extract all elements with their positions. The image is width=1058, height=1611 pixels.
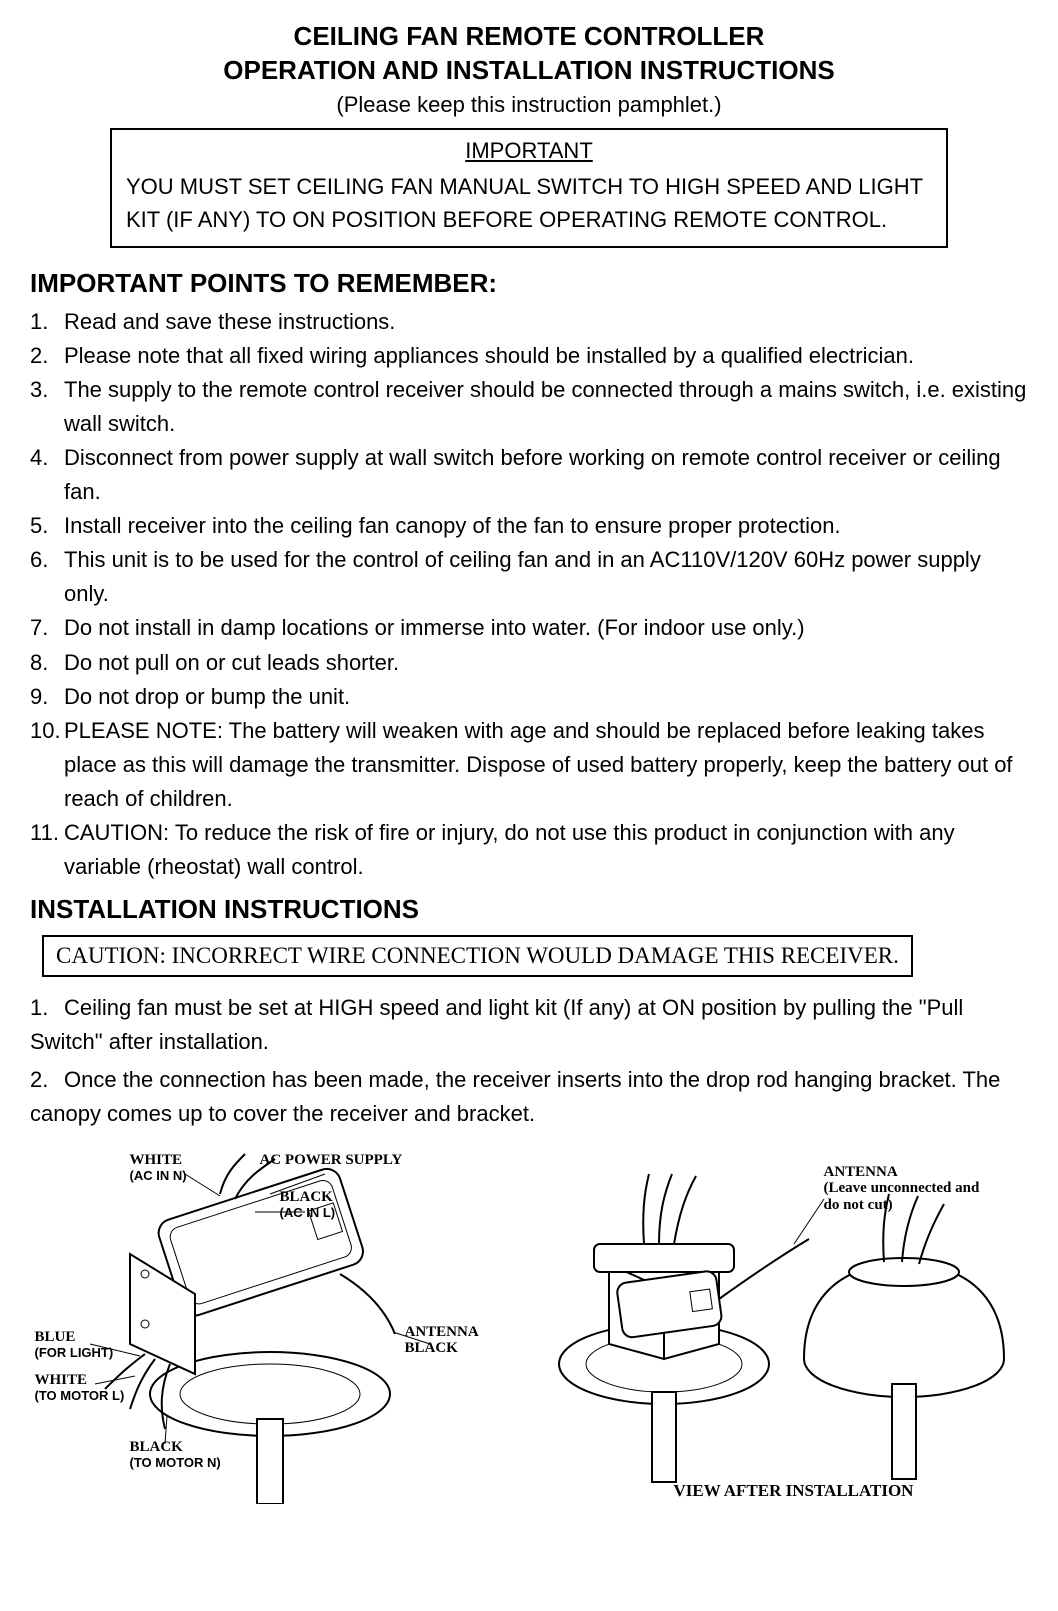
label-sub: (TO MOTOR L) (35, 1388, 125, 1403)
list-item: 8.Do not pull on or cut leads shorter. (30, 646, 1028, 680)
item-text: This unit is to be used for the control … (64, 543, 1028, 611)
label-blue-light: BLUE (FOR LIGHT) (35, 1329, 114, 1362)
label-text: ANTENNA (405, 1324, 479, 1340)
important-box: IMPORTANT YOU MUST SET CEILING FAN MANUA… (110, 128, 948, 248)
item-text: Do not drop or bump the unit. (64, 680, 1028, 714)
points-list: 1.Read and save these instructions. 2.Pl… (30, 305, 1028, 885)
item-text: Do not pull on or cut leads shorter. (64, 646, 1028, 680)
item-number: 6. (30, 543, 64, 611)
wiring-diagram: WHITE (AC IN N) AC POWER SUPPLY BLACK (A… (35, 1144, 495, 1504)
list-item: 6.This unit is to be used for the contro… (30, 543, 1028, 611)
label-white-motor: WHITE (TO MOTOR L) (35, 1372, 125, 1405)
label-line3: do not cut) (824, 1197, 893, 1213)
item-text: The supply to the remote control receive… (64, 373, 1028, 441)
item-number: 9. (30, 680, 64, 714)
label-sub: (FOR LIGHT) (35, 1345, 114, 1360)
install-list: 1.Ceiling fan must be set at HIGH speed … (30, 991, 1028, 1131)
label-text: ANTENNA (824, 1164, 898, 1180)
item-text: Ceiling fan must be set at HIGH speed an… (30, 995, 963, 1054)
label-text: BLUE (35, 1329, 76, 1345)
item-text: CAUTION: To reduce the risk of fire or i… (64, 816, 1028, 884)
item-number: 3. (30, 373, 64, 441)
label-black-motor: BLACK (TO MOTOR N) (130, 1439, 221, 1472)
list-item: 2.Once the connection has been made, the… (30, 1063, 1028, 1131)
label-ac-power: AC POWER SUPPLY (260, 1152, 403, 1169)
list-item: 9.Do not drop or bump the unit. (30, 680, 1028, 714)
title-line1: CEILING FAN REMOTE CONTROLLER (30, 20, 1028, 54)
list-item: 11.CAUTION: To reduce the risk of fire o… (30, 816, 1028, 884)
diagrams-row: WHITE (AC IN N) AC POWER SUPPLY BLACK (A… (30, 1144, 1028, 1504)
item-text: Read and save these instructions. (64, 305, 1028, 339)
item-text: Install receiver into the ceiling fan ca… (64, 509, 1028, 543)
label-black-acl: BLACK (AC IN L) (280, 1189, 336, 1222)
list-item: 1.Read and save these instructions. (30, 305, 1028, 339)
list-item: 4.Disconnect from power supply at wall s… (30, 441, 1028, 509)
item-number: 8. (30, 646, 64, 680)
list-item: 7.Do not install in damp locations or im… (30, 611, 1028, 645)
label-white-acn: WHITE (AC IN N) (130, 1152, 187, 1185)
label-line2: (Leave unconnected and (824, 1180, 980, 1196)
points-heading: IMPORTANT POINTS TO REMEMBER: (30, 268, 1028, 299)
important-body: YOU MUST SET CEILING FAN MANUAL SWITCH T… (126, 170, 932, 236)
caution-box: CAUTION: INCORRECT WIRE CONNECTION WOULD… (42, 935, 913, 977)
item-number: 7. (30, 611, 64, 645)
list-item: 3.The supply to the remote control recei… (30, 373, 1028, 441)
label-text: WHITE (35, 1372, 88, 1388)
item-number: 1. (30, 991, 64, 1025)
list-item: 10.PLEASE NOTE: The battery will weaken … (30, 714, 1028, 816)
item-number: 4. (30, 441, 64, 509)
list-item: 1.Ceiling fan must be set at HIGH speed … (30, 991, 1028, 1059)
label-antenna-note: ANTENNA (Leave unconnected and do not cu… (824, 1164, 980, 1214)
subtitle: (Please keep this instruction pamphlet.) (30, 92, 1028, 118)
item-number: 2. (30, 1063, 64, 1097)
list-item: 5.Install receiver into the ceiling fan … (30, 509, 1028, 543)
label-sub: BLACK (405, 1340, 458, 1356)
label-text: BLACK (130, 1439, 183, 1455)
item-text: Please note that all fixed wiring applia… (64, 339, 1028, 373)
label-text: BLACK (280, 1189, 333, 1205)
diagram-caption: VIEW AFTER INSTALLATION (674, 1482, 914, 1501)
item-text: Once the connection has been made, the r… (30, 1067, 1000, 1126)
label-sub: (AC IN N) (130, 1168, 187, 1183)
installation-diagram: ANTENNA (Leave unconnected and do not cu… (524, 1144, 1024, 1504)
item-number: 10. (30, 714, 64, 816)
install-heading: INSTALLATION INSTRUCTIONS (30, 894, 1028, 925)
title-block: CEILING FAN REMOTE CONTROLLER OPERATION … (30, 20, 1028, 118)
item-text: PLEASE NOTE: The battery will weaken wit… (64, 714, 1028, 816)
list-item: 2.Please note that all fixed wiring appl… (30, 339, 1028, 373)
item-number: 11. (30, 816, 64, 884)
item-text: Disconnect from power supply at wall swi… (64, 441, 1028, 509)
item-number: 5. (30, 509, 64, 543)
item-number: 2. (30, 339, 64, 373)
item-number: 1. (30, 305, 64, 339)
label-sub: (AC IN L) (280, 1205, 336, 1220)
title-line2: OPERATION AND INSTALLATION INSTRUCTIONS (30, 54, 1028, 88)
label-text: WHITE (130, 1152, 183, 1168)
item-text: Do not install in damp locations or imme… (64, 611, 1028, 645)
label-antenna-black: ANTENNA BLACK (405, 1324, 479, 1357)
important-heading: IMPORTANT (126, 138, 932, 164)
label-text: AC POWER SUPPLY (260, 1152, 403, 1168)
label-sub: (TO MOTOR N) (130, 1455, 221, 1470)
